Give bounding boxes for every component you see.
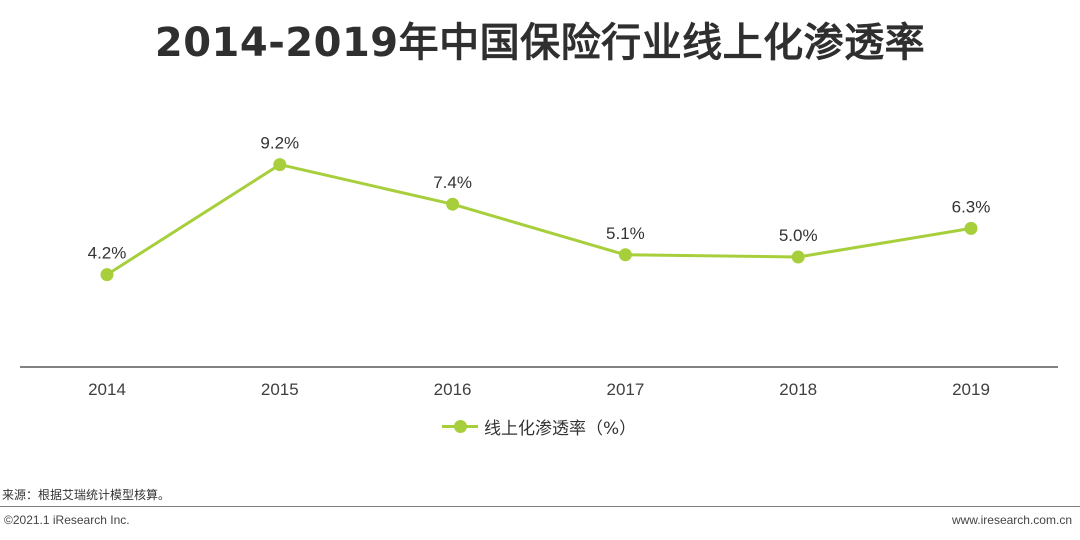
data-label-2019: 6.3% — [952, 197, 991, 216]
data-point-2019 — [964, 221, 978, 235]
data-point-2015 — [273, 158, 287, 172]
source-note: 来源：根据艾瑞统计模型核算。 — [2, 488, 171, 502]
x-tick-label-2018: 2018 — [779, 380, 817, 399]
copyright-text: ©2021.1 iResearch Inc. — [4, 513, 130, 527]
x-tick-label-2019: 2019 — [952, 380, 990, 399]
chart-legend: 线上化渗透率（%） — [440, 413, 636, 439]
x-tick-label-2014: 2014 — [88, 380, 126, 399]
data-label-2018: 5.0% — [779, 226, 818, 245]
x-tick-label-2016: 2016 — [434, 380, 472, 399]
x-tick-label-2015: 2015 — [261, 380, 299, 399]
series-group: 4.2% 9.2% 7.4% 5.1% 5.0% 6.3% — [88, 134, 991, 282]
data-label-2016: 7.4% — [433, 173, 472, 192]
data-label-2017: 5.1% — [606, 224, 645, 243]
x-tick-labels: 2014 2015 2016 2017 2018 2019 — [88, 380, 990, 399]
data-label-2014: 4.2% — [88, 244, 127, 263]
chart-title: 2014-2019年中国保险行业线上化渗透率 — [154, 20, 926, 66]
footer-divider — [0, 506, 1080, 507]
data-point-2016 — [446, 197, 460, 211]
series-line — [106, 163, 972, 276]
legend-label: 线上化渗透率（%） — [484, 418, 637, 439]
data-label-2015: 9.2% — [260, 134, 299, 153]
data-point-2018 — [791, 250, 805, 264]
data-point-2017 — [618, 248, 632, 262]
x-tick-label-2017: 2017 — [606, 380, 644, 399]
data-point-2014 — [100, 268, 114, 282]
legend-marker-icon — [440, 413, 480, 439]
website-text: www.iresearch.com.cn — [951, 513, 1072, 527]
